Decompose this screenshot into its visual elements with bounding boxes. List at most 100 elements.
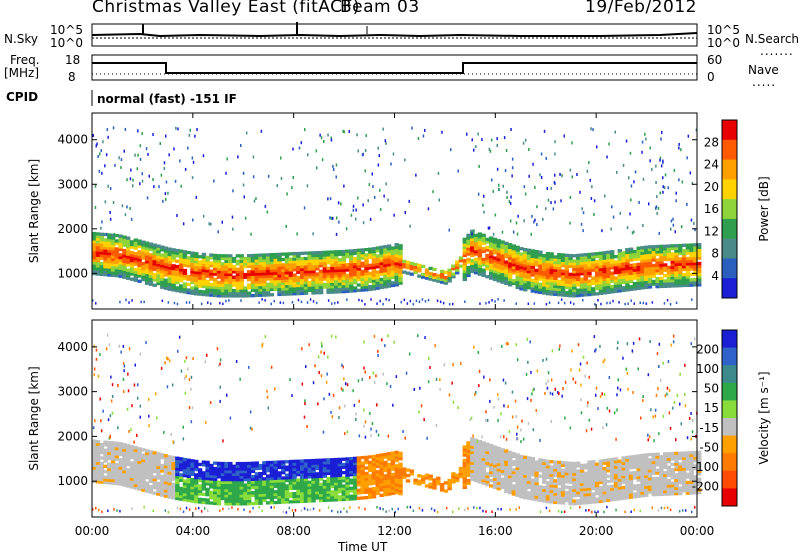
heatmap-cell [197,284,203,288]
heatmap-cell [640,456,645,460]
heatmap-cell [644,453,649,457]
heatmap-cell [292,252,297,256]
heatmap-cell [489,244,494,248]
heatmap-cell [269,474,275,478]
heatmap-cell [288,465,293,469]
heatmap-cell [685,281,691,285]
heatmap-cell [110,236,116,240]
heatmap-cell [141,132,143,136]
heatmap-cell [466,241,471,245]
heatmap-cell [281,252,286,256]
heatmap-cell [530,254,535,258]
heatmap-cell [651,463,656,467]
heatmap-cell [572,499,577,503]
heatmap-cell [356,251,362,255]
heatmap-cell [243,264,248,269]
heatmap-cell [542,262,547,266]
heatmap-cell [640,246,645,250]
heatmap-cell [304,128,306,132]
heatmap-cell [553,500,558,504]
heatmap-cell [201,473,207,478]
heatmap-cell [288,268,293,272]
heatmap-cell [644,461,649,465]
heatmap-cell [689,264,694,269]
heatmap-cell [538,285,543,289]
heatmap-cell [477,440,483,444]
heatmap-cell [156,271,161,275]
heatmap-cell [148,450,154,454]
heatmap-cell [209,256,214,260]
heatmap-cell [625,471,630,476]
heatmap-cell [288,262,293,267]
heatmap-cell [273,482,278,486]
heatmap-cell [182,271,188,275]
heatmap-cell [250,475,256,479]
heatmap-cell [375,478,380,482]
heatmap-cell [386,492,392,496]
heatmap-cell [160,261,165,265]
heatmap-cell [326,271,331,276]
heatmap-cell [549,460,554,464]
heatmap-cell [292,481,297,485]
heatmap-cell [129,450,135,454]
heatmap-cell [92,256,97,260]
heatmap-cell [632,484,638,488]
heatmap-cell [141,488,146,492]
heatmap-cell [182,492,188,497]
heatmap-cell [421,477,426,482]
heatmap-cell [608,142,610,146]
heatmap-cell [228,483,233,487]
heatmap-cell [689,248,694,253]
heatmap-cell [356,480,362,484]
heatmap-cell [231,470,237,474]
heatmap-cell [341,284,346,288]
heatmap-cell [122,475,127,479]
heatmap-cell [689,171,692,175]
heatmap-cell [606,496,611,500]
heatmap-cell [534,271,539,275]
heatmap-cell [122,267,127,271]
heatmap-cell [224,499,229,503]
heatmap-cell [167,468,172,472]
heatmap-cell [160,488,165,492]
heatmap-cell [252,175,255,179]
heatmap-cell [258,266,263,271]
heatmap-cell [213,267,218,271]
heatmap-cell [220,267,225,271]
heatmap-cell [264,204,267,208]
heatmap-cell [647,277,653,281]
heatmap-cell [144,270,150,275]
heatmap-cell [656,195,658,199]
heatmap-cell [678,465,683,469]
heatmap-cell [613,265,619,269]
heatmap-cell [681,257,687,261]
heatmap-cell [549,289,554,293]
heatmap-cell [103,267,108,271]
heatmap-cell [126,236,131,240]
heatmap-cell [693,480,698,484]
heatmap-cell [390,459,396,463]
heatmap-cell [485,267,490,271]
heatmap-cell [545,473,551,477]
heatmap-cell [488,301,490,304]
heatmap-cell [361,153,364,157]
heatmap-cell [182,471,188,475]
heatmap-cell [690,218,693,222]
heatmap-cell [511,468,517,472]
heatmap-cell [417,269,422,273]
heatmap-cell [258,474,263,478]
heatmap-cell [144,276,150,280]
heatmap-cell [318,496,324,500]
heatmap-cell [523,253,528,257]
heatmap-cell [680,148,682,152]
heatmap-cell [398,457,403,461]
heatmap-cell [644,458,649,462]
heatmap-cell [545,494,551,498]
heatmap-cell [591,252,596,256]
heatmap-cell [383,493,388,497]
heatmap-cell [144,457,150,461]
heatmap-cell [685,464,691,468]
heatmap-cell [300,486,305,490]
heatmap-cell [273,474,278,478]
heatmap-cell [455,265,460,270]
